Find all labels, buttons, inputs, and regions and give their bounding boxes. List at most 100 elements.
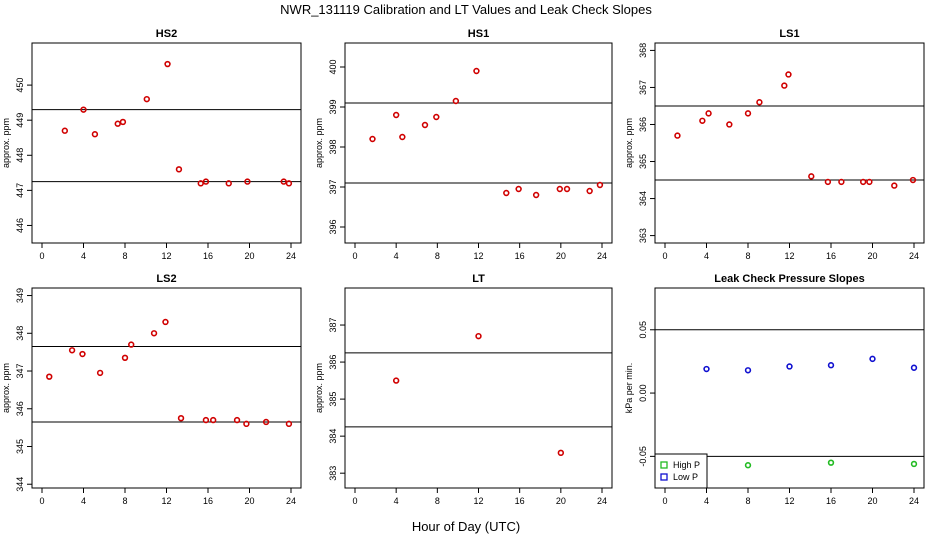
- panel-3: LS1 0 4 8 12 16 20 24 363 364 365 366 367 368 approx. …: [624, 28, 925, 261]
- data-point: [703, 365, 710, 373]
- data-point: [556, 185, 564, 193]
- legend-label: Low P: [673, 472, 698, 482]
- panel-title: Leak Check Pressure Slopes: [714, 273, 864, 285]
- data-point: [674, 132, 681, 139]
- data-point: [285, 420, 293, 428]
- y-tick-label: 363: [638, 228, 648, 243]
- data-point: [162, 318, 169, 326]
- x-tick-label: 12: [473, 251, 483, 261]
- data-point: [369, 135, 376, 143]
- x-tick-label: 24: [909, 251, 919, 261]
- x-tick-label: 16: [203, 251, 213, 261]
- x-tick-label: 24: [286, 496, 296, 506]
- x-tick-label: 4: [81, 496, 86, 506]
- x-tick-label: 20: [556, 496, 566, 506]
- y-tick-label: 387: [328, 318, 338, 333]
- x-tick-label: 20: [244, 251, 254, 261]
- data-point: [285, 180, 293, 187]
- data-point: [243, 420, 250, 428]
- x-tick-label: 8: [122, 496, 127, 506]
- y-tick-label: 397: [328, 179, 338, 194]
- data-point: [262, 418, 270, 426]
- y-tick-label: 0.00: [638, 384, 648, 402]
- data-point: [557, 449, 565, 457]
- x-tick-label: 4: [81, 251, 86, 261]
- x-tick-label: 12: [784, 251, 794, 261]
- data-point: [473, 67, 480, 75]
- data-point: [91, 131, 99, 138]
- panel-4: LS2 0 4 8 12 16 20 24 344 345 346 347 348 349 approx. …: [1, 273, 302, 506]
- data-point: [705, 110, 712, 117]
- figure-title: NWR_131119 Calibration and LT Values and…: [280, 2, 652, 17]
- y-axis-label: approx. ppm: [1, 118, 11, 168]
- x-tick-label: 24: [286, 251, 296, 261]
- data-point: [891, 182, 898, 189]
- x-tick-label: 16: [515, 251, 525, 261]
- data-point: [96, 369, 104, 377]
- y-tick-label: 400: [328, 59, 338, 74]
- data-point: [233, 416, 241, 424]
- x-tick-label: 8: [122, 251, 127, 261]
- x-tick-label: 8: [435, 251, 440, 261]
- y-tick-label: 449: [15, 113, 25, 128]
- data-point: [202, 416, 210, 424]
- y-tick-label: 346: [15, 401, 25, 416]
- panel-title: LS2: [156, 273, 176, 285]
- plot-frame: [344, 287, 613, 489]
- data-point: [280, 178, 287, 185]
- data-point: [744, 462, 752, 469]
- data-point: [128, 341, 135, 348]
- data-point: [910, 460, 918, 468]
- x-tick-label: 4: [394, 251, 399, 261]
- y-tick-label: 366: [638, 117, 648, 132]
- x-tick-label: 0: [662, 251, 667, 261]
- x-tick-label: 20: [867, 251, 877, 261]
- y-tick-label: 344: [15, 477, 25, 492]
- data-point: [175, 166, 183, 173]
- y-tick-label: 448: [15, 148, 25, 163]
- y-tick-label: 386: [328, 355, 338, 370]
- data-point: [121, 354, 129, 362]
- data-point: [197, 180, 204, 187]
- data-point: [143, 95, 150, 103]
- data-point: [532, 191, 540, 199]
- data-point: [827, 362, 835, 369]
- data-point: [421, 121, 429, 129]
- data-point: [244, 178, 251, 185]
- data-point: [164, 60, 171, 68]
- x-tick-label: 0: [352, 251, 357, 261]
- y-axis-label: approx. ppm: [1, 363, 11, 413]
- data-point: [475, 332, 482, 340]
- x-tick-label: 12: [161, 496, 171, 506]
- panel-6: Leak Check Pressure Slopes 0 4 8 12 16 20 24 -0.…: [624, 273, 925, 506]
- data-point: [177, 414, 185, 422]
- y-tick-label: 347: [15, 364, 25, 379]
- data-point: [838, 178, 845, 186]
- x-tick-label: 12: [473, 496, 483, 506]
- x-tick-label: 0: [39, 496, 44, 506]
- y-axis-label: kPa per min.: [624, 363, 634, 414]
- x-tick-label: 20: [244, 496, 254, 506]
- legend-marker: [660, 461, 668, 469]
- data-point: [392, 377, 400, 384]
- data-point: [910, 364, 918, 371]
- x-tick-label: 16: [826, 251, 836, 261]
- y-tick-label: 383: [328, 466, 338, 481]
- data-point: [726, 121, 733, 128]
- data-point: [563, 185, 571, 193]
- y-tick-label: 450: [15, 78, 25, 93]
- y-tick-label: 385: [328, 392, 338, 407]
- data-point: [392, 111, 400, 119]
- panel-title: HS2: [156, 28, 177, 40]
- data-point: [503, 189, 510, 197]
- data-point: [859, 178, 867, 186]
- x-tick-label: 8: [745, 496, 750, 506]
- y-tick-label: 399: [328, 99, 338, 114]
- y-tick-label: 447: [15, 183, 25, 198]
- plot-frame: [31, 287, 302, 489]
- data-point: [515, 185, 522, 193]
- data-point: [202, 178, 210, 185]
- x-tick-label: 20: [867, 496, 877, 506]
- data-point: [114, 120, 121, 127]
